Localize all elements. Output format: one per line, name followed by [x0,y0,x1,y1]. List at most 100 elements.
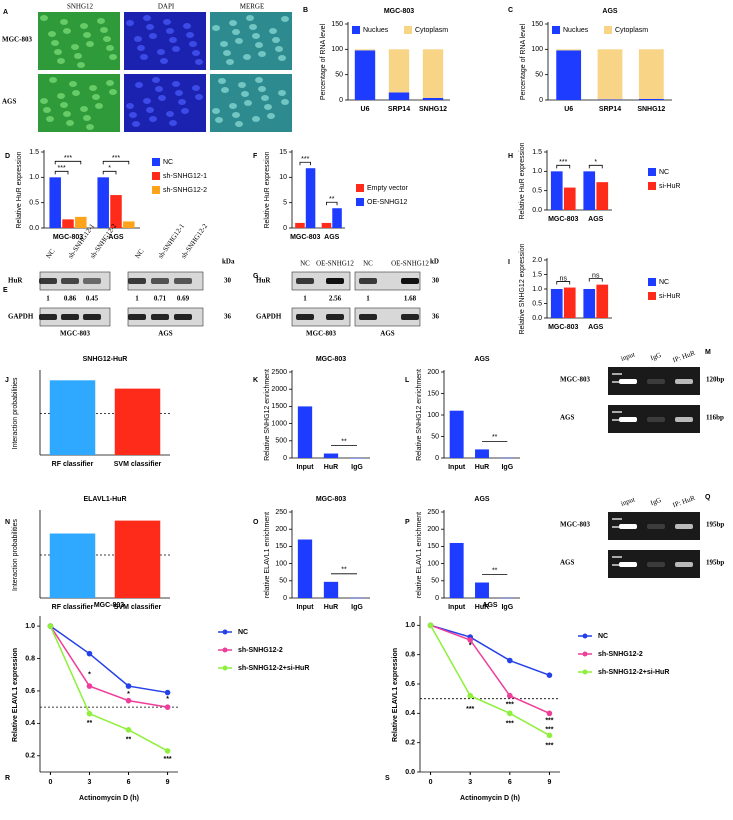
chart-title: ELAVL1-HuR [83,496,126,503]
chart-title: AGS [474,496,490,503]
panel-letter: B [303,7,308,14]
y-tick-label: 150 [427,543,439,550]
row-label: AGS [2,98,17,106]
cell [281,16,289,22]
cell [166,28,174,34]
size-label: 120bp [706,376,724,384]
legend-label: sh-SNHG12-2 [598,651,643,658]
row-label: MGC-803 [560,521,590,529]
panel-letter: S [385,775,390,782]
y-tick-label: 200 [427,526,439,533]
cell [54,49,62,55]
point [86,650,93,657]
x-tick-label: Input [296,464,314,471]
y-tick-label: 1000 [271,420,287,427]
bar [49,533,96,598]
significance-label: *** [559,159,567,166]
bar-segment [597,49,623,100]
significance-label: *** [506,701,514,708]
y-tick-label: 1.0 [25,623,35,630]
chart-title: AGS [482,602,498,609]
quantification: 1 [135,295,139,303]
bar-segment [556,49,582,51]
significance-label: * [127,691,130,698]
bar-segment [597,99,623,100]
cell [267,113,275,119]
blot-band [326,278,344,284]
panel-letter: E [3,287,8,294]
x-tick-label: HuR [324,604,338,611]
y-axis-label: Relative HuR expression [16,151,23,228]
cell [169,37,177,43]
cell [48,31,56,37]
size-label: 195bp [706,521,724,529]
cell [80,106,88,112]
x-tick-label: AGS [108,234,124,241]
blot-band [128,278,146,284]
cell [46,116,54,122]
cell [129,112,137,118]
cell [261,95,269,101]
y-axis-label: Percentage of RNA level [520,23,527,100]
panel-letter: F [253,153,258,160]
quantification: 1.68 [404,295,417,303]
chart-title: AGS [602,8,618,15]
cell [40,98,48,104]
cell-line-label: MGC-803 [60,330,90,338]
cell [172,81,180,87]
row-label: AGS [560,414,575,422]
bar [596,284,609,318]
blot-band [151,278,169,284]
cell [189,41,197,47]
y-tick-label: 0 [283,225,287,232]
cell [223,50,231,56]
series-line [49,625,168,694]
significance-bracket [588,164,603,169]
point [507,657,513,664]
gel-band [647,379,665,384]
legend-swatch [648,168,656,176]
x-tick-label: 0 [429,779,433,786]
cell [83,115,91,121]
y-tick-label: 0.8 [25,655,35,662]
cell [258,86,266,92]
blot-band [61,314,79,320]
chart-title: MGC-803 [316,496,346,503]
cell [226,59,234,65]
cell [232,29,240,35]
panel-letter: A [3,9,8,16]
lane-label: IP: HuR [672,349,697,365]
significance-label: ** [492,567,498,574]
legend-label: si-HuR [659,183,680,190]
bar [349,597,365,599]
significance-label: ** [341,438,347,445]
bar [114,520,161,598]
significance-label: * [469,643,472,650]
cell [92,94,100,100]
cell [109,89,117,95]
y-tick-label: 0.0 [29,225,39,232]
cell [244,100,252,106]
panel-letter: O [253,519,259,526]
cell [192,85,200,91]
lane-label: IgG [649,496,662,507]
bar [550,289,563,318]
bar-segment [638,49,664,99]
blot-membrane [354,307,421,327]
x-tick-label: MGC-803 [53,234,83,241]
legend-swatch [552,26,560,34]
y-tick-label: 200 [427,369,439,376]
significance-bracket [588,278,603,282]
cell [86,124,94,130]
legend-label: Cytoplasm [415,27,448,34]
gel-band [675,562,693,567]
cell [186,32,194,38]
legend-label: NC [598,633,608,640]
chart-title: MGC-803 [316,356,346,363]
point [47,623,54,629]
cell [252,116,260,122]
bar [297,406,313,458]
panel-letter: N [5,519,10,526]
lane-label: IgG [649,351,662,362]
y-tick-label: 250 [427,509,439,516]
